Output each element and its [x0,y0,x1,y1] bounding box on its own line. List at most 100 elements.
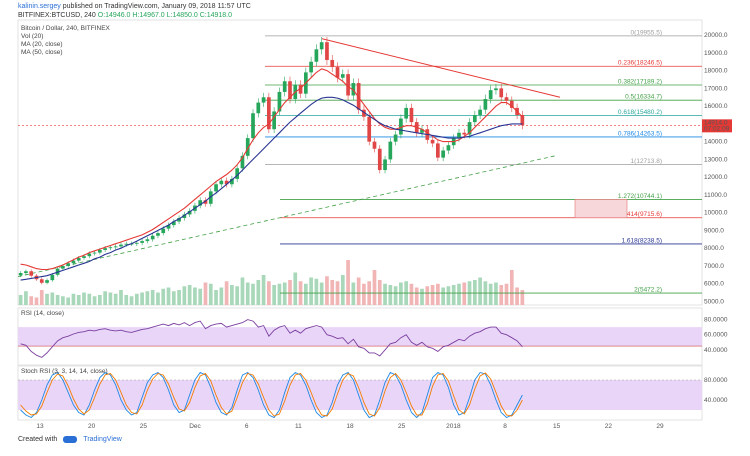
candle-body [219,180,224,185]
candle-body [325,42,329,60]
candle-body [76,257,81,261]
candle-body [309,61,313,73]
price-y-tick: 16000.0 [704,103,728,110]
candle-body [472,115,477,123]
candle-body [499,88,504,98]
volume-bar [108,292,113,305]
x-tick-label: 15 [553,423,561,430]
candle-body [346,74,350,96]
publish-line: kalinin.sergey published on TradingView.… [18,2,251,11]
candle-body [488,90,493,100]
candle-body [230,178,234,185]
candle-body [182,214,187,218]
candle-body [235,168,240,179]
candle-body [377,148,382,171]
price-legend-3: MA (50, close) [21,49,63,56]
candle-body [409,107,414,123]
volume-bar [76,295,81,305]
volume-bar [509,270,514,305]
volume-bar [340,275,345,305]
candle-body [71,260,76,264]
price-y-tick: 12000.0 [704,174,728,181]
candle-body [383,159,387,171]
candle-body [208,191,213,204]
price-pane-frame [17,19,703,306]
candle-body [372,141,377,149]
candle-body [356,83,361,110]
candle-body [446,145,451,151]
volume-bar [98,295,102,305]
volume-bar [134,293,139,305]
candle-body [314,49,319,62]
candle-body [256,102,261,114]
volume-bar [66,297,71,305]
x-tick-label: 18 [346,423,354,430]
volume-bar [409,283,414,305]
volume-bar [240,277,245,305]
candle-body [483,99,488,110]
x-tick-label: 22 [605,423,613,430]
volume-bar [436,283,440,305]
candle-body [224,180,229,185]
volume-bar [446,286,451,305]
candle-body [66,263,71,266]
candle-body [282,81,287,92]
rsi-line [20,319,523,358]
stoch-legend: Stoch RSI (3, 3, 14, 14, close) [21,368,108,375]
volume-bar [71,293,76,305]
rsi-y-tick: 40.0000 [704,347,728,354]
rsi-legend: RSI (14, close) [21,310,64,317]
target-zone-box [574,199,628,219]
volume-bar [34,297,39,305]
candle-body [319,42,324,50]
candle-body [103,248,107,250]
volume-bar [309,277,313,305]
rsi-band-fill [18,327,702,347]
ma20-line [20,68,523,271]
volume-bar [494,282,498,305]
candle-body [288,81,292,100]
volume-bar [129,296,134,305]
symbol-label: BITFINEX:BTCUSD, 240 [18,12,96,19]
candle-body [462,132,467,135]
volume-bar [150,290,155,305]
volume-bar [520,290,525,305]
publish-info: published on TradingView.com, January 09… [62,3,251,10]
created-with: Created with [18,436,58,443]
volume-bar [161,288,166,305]
support-trendline [17,155,556,277]
volume-bar [441,287,445,305]
fib-level-label: 1.414(9715.6) [622,211,662,218]
candle-body [330,59,335,68]
volume-bar [166,287,171,305]
volume-bar [208,283,213,305]
candle-body [29,271,34,276]
volume-bar [420,288,424,305]
volume-bar [515,287,519,305]
candle-body [92,252,97,254]
candle-body [171,221,176,226]
volume-bar [393,286,398,305]
price-y-tick: 20000.0 [704,32,728,39]
volume-bar [224,281,229,305]
x-tick-label: 20 [88,423,96,430]
price-y-tick: 14000.0 [704,139,728,146]
candle-body [272,111,276,130]
price-legend-1: Vol (20) [21,33,43,40]
volume-bar [356,277,361,305]
volume-bar [472,280,477,305]
volume-bar [377,280,382,305]
volume-bar [462,282,467,305]
volume-bar [277,283,282,305]
author-link[interactable]: kalinin.sergey [18,3,61,10]
volume-bar [103,291,107,305]
rsi-y-tick: 60.0000 [704,332,728,339]
candle-body [98,249,102,253]
volume-bar [182,286,187,305]
volume-bar [414,287,419,305]
tradingview-link[interactable]: TradingView [83,436,122,443]
candle-body [50,274,55,281]
stoch-y-tick: 80.0000 [704,377,728,384]
volume-bar [351,282,356,305]
volume-bar [325,276,329,305]
